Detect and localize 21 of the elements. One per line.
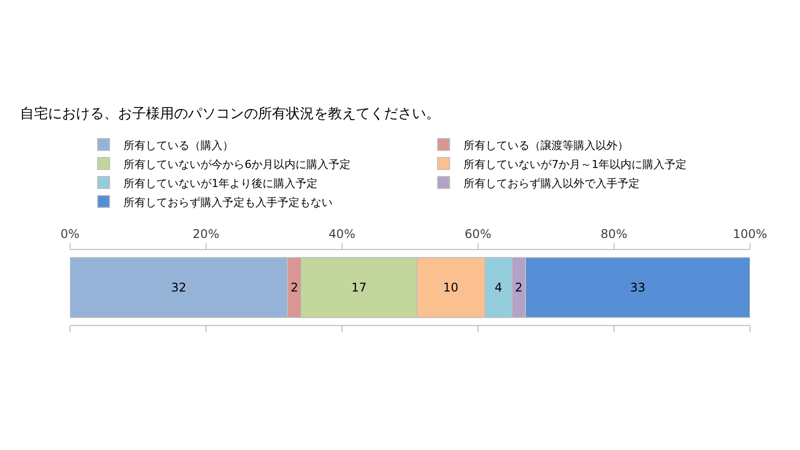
x-tick-label: 20% — [192, 227, 220, 242]
chart-title: 自宅における、お子様用のパソコンの所有状況を教えてください。 — [20, 106, 440, 122]
legend-label: 所有している（購入） — [124, 138, 234, 152]
legend-label: 所有していないが7か月～1年以内に購入予定 — [464, 158, 687, 171]
legend-label: 所有していないが今から6か月以内に購入予定 — [124, 158, 351, 171]
data-label: 2 — [290, 280, 298, 294]
x-tick-label: 60% — [464, 227, 492, 242]
legend-label: 所有しておらず購入予定も入手予定もない — [124, 196, 333, 209]
x-tick-label: 0% — [60, 227, 80, 242]
x-tick-label: 80% — [600, 227, 628, 242]
x-tick-label: 100% — [732, 227, 768, 242]
x-tick-label: 40% — [328, 227, 356, 242]
data-label: 4 — [494, 280, 502, 294]
legend-label: 所有している（譲渡等購入以外） — [464, 138, 629, 152]
data-label: 10 — [443, 280, 458, 294]
data-label: 33 — [630, 280, 646, 294]
data-label: 17 — [351, 280, 367, 294]
legend-label: 所有しておらず購入以外で入手予定 — [464, 176, 640, 190]
data-label: 2 — [515, 280, 523, 294]
data-label: 32 — [171, 280, 186, 294]
legend-label: 所有していないが1年より後に購入予定 — [124, 176, 318, 190]
